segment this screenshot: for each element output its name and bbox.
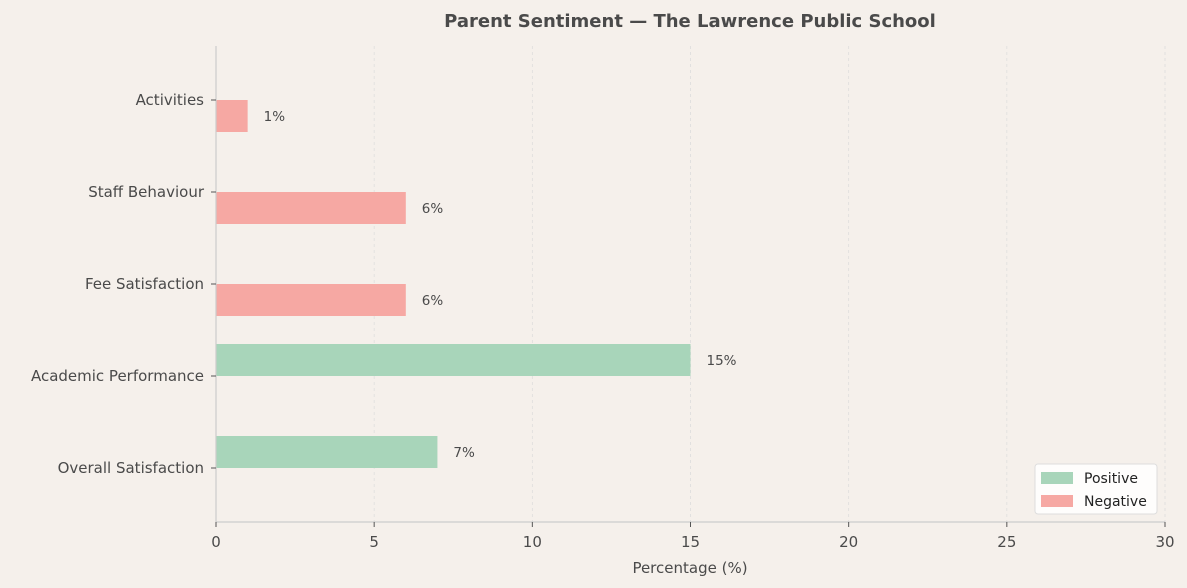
bars: 7% 15% 6% 6% 1% — [216, 100, 737, 468]
legend-label-negative: Negative — [1084, 494, 1147, 510]
x-tick-label: 5 — [369, 533, 379, 551]
x-axis-label: Percentage (%) — [632, 559, 747, 577]
bar-value-label: 7% — [453, 445, 475, 461]
bar-negative — [216, 192, 406, 224]
bar-value-label: 6% — [422, 293, 444, 309]
y-tick-label: Activities — [136, 91, 205, 109]
y-tick-label: Fee Satisfaction — [85, 275, 204, 293]
bar-positive — [216, 436, 438, 468]
bar-value-label: 6% — [422, 201, 444, 217]
bar-positive — [216, 344, 691, 376]
chart-title: Parent Sentiment — The Lawrence Public S… — [444, 11, 936, 32]
legend-swatch-positive — [1041, 472, 1073, 484]
grid-lines — [373, 46, 1166, 522]
bar-negative — [216, 284, 406, 316]
legend-swatch-negative — [1041, 495, 1073, 507]
y-tick-label: Academic Performance — [31, 367, 204, 385]
x-tick-label: 30 — [1155, 533, 1174, 551]
x-tick-label: 20 — [839, 533, 858, 551]
x-tick-label: 15 — [681, 533, 700, 551]
y-ticks: Overall Satisfaction Academic Performance… — [31, 91, 216, 477]
y-tick-label: Staff Behaviour — [88, 183, 205, 201]
x-tick-label: 25 — [997, 533, 1016, 551]
x-ticks: 0 5 10 15 20 25 30 — [211, 522, 1175, 551]
bar-value-label: 15% — [707, 353, 737, 369]
y-tick-label: Overall Satisfaction — [58, 459, 204, 477]
bar-value-label: 1% — [264, 109, 286, 125]
bar-negative — [216, 100, 248, 132]
x-tick-label: 10 — [523, 533, 542, 551]
legend: Positive Negative — [1034, 463, 1158, 515]
x-tick-label: 0 — [211, 533, 221, 551]
legend-label-positive: Positive — [1084, 471, 1138, 487]
